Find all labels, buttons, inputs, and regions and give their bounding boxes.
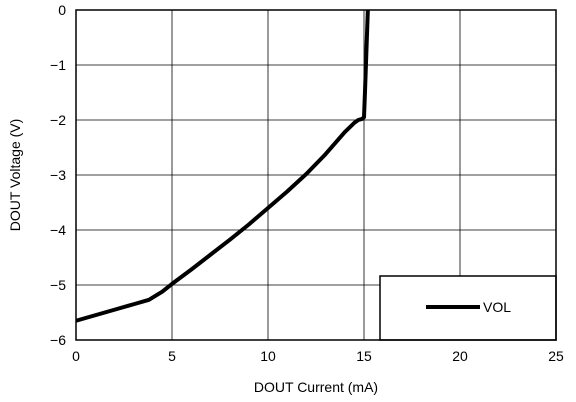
x-tick-label-1: 5 (168, 348, 176, 364)
x-axis-label: DOUT Current (mA) (254, 379, 378, 395)
x-tick-label-5: 25 (548, 348, 564, 364)
y-tick-labels: 0 −1 −2 −3 −4 −5 −6 (50, 2, 66, 348)
y-tick-label-6: −6 (50, 332, 66, 348)
series-line-vol (75, 9, 370, 323)
x-tick-label-2: 10 (260, 348, 276, 364)
y-tick-label-1: −1 (50, 57, 66, 73)
y-tick-label-5: −5 (50, 277, 66, 293)
x-tick-label-3: 15 (356, 348, 372, 364)
y-tick-label-3: −3 (50, 167, 66, 183)
series-lines (75, 9, 370, 323)
x-tick-labels: 0 5 10 15 20 25 (72, 348, 564, 364)
legend: VOL (379, 275, 557, 341)
y-tick-label-0: 0 (58, 2, 66, 18)
y-axis-label: DOUT Voltage (V) (7, 119, 23, 232)
legend-label-vol: VOL (483, 299, 511, 315)
x-tick-label-0: 0 (72, 348, 80, 364)
plot-frame (75, 9, 557, 341)
y-tick-label-4: −4 (50, 222, 66, 238)
x-tick-label-4: 20 (452, 348, 468, 364)
y-tick-label-2: −2 (50, 112, 66, 128)
